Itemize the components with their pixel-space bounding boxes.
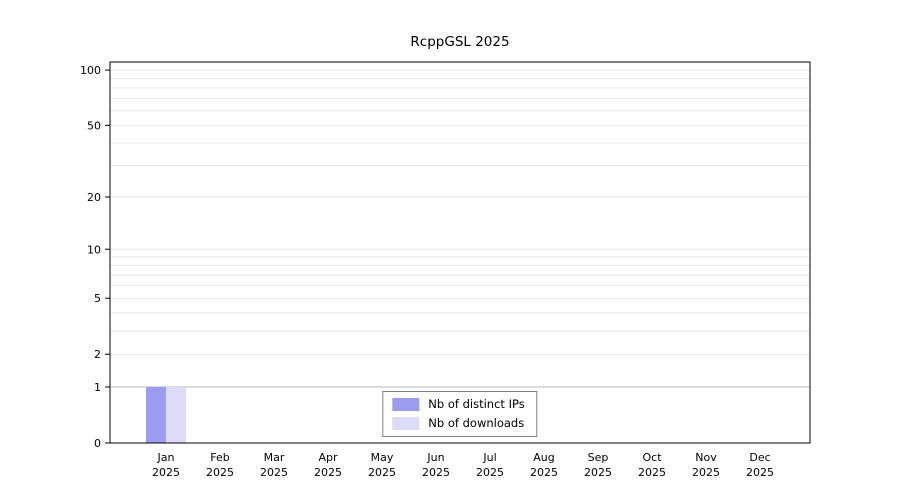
plot-frame [109,61,811,444]
x-tick-label-year: 2025 [314,466,342,479]
legend-label-distinct-ips: Nb of distinct IPs [428,397,525,411]
x-tick-label-month: Jan [157,451,175,464]
x-tick-label-year: 2025 [206,466,234,479]
x-tick-label-year: 2025 [260,466,288,479]
x-tick-label-month: Oct [642,451,662,464]
x-tick-label-year: 2025 [476,466,504,479]
x-tick-label-year: 2025 [584,466,612,479]
x-tick-label-month: Apr [318,451,338,464]
bar-distinct-ips [146,387,166,443]
x-tick-label-year: 2025 [530,466,558,479]
x-tick-label-month: Sep [588,451,609,464]
legend-swatch-downloads [392,416,420,430]
chart-title: RcppGSL 2025 [410,34,510,50]
legend-item-distinct-ips: Nb of distinct IPs [392,397,525,411]
y-tick-label: 2 [94,348,101,361]
y-tick-label: 10 [87,243,101,256]
chart-legend: Nb of distinct IPs Nb of downloads [382,391,538,437]
legend-label-downloads: Nb of downloads [428,416,525,430]
x-tick-label-month: Dec [749,451,770,464]
x-tick-label-month: Nov [695,451,717,464]
legend-swatch-distinct-ips [392,397,420,411]
x-tick-label-year: 2025 [692,466,720,479]
x-tick-label-month: Feb [210,451,229,464]
x-tick-label-year: 2025 [368,466,396,479]
x-tick-label-year: 2025 [638,466,666,479]
x-tick-label-month: May [371,451,394,464]
x-tick-label-month: Jul [482,451,496,464]
bar-downloads [166,387,186,443]
x-tick-label-year: 2025 [746,466,774,479]
x-tick-label-month: Jun [426,451,444,464]
x-tick-label-month: Aug [533,451,554,464]
y-tick-label: 5 [94,292,101,305]
y-tick-label: 0 [94,437,101,450]
x-tick-label-year: 2025 [422,466,450,479]
x-tick-label-month: Mar [264,451,285,464]
y-tick-label: 50 [87,119,101,132]
x-tick-label-year: 2025 [152,466,180,479]
legend-item-downloads: Nb of downloads [392,416,524,430]
y-tick-label: 1 [94,381,101,394]
y-tick-label: 20 [87,191,101,204]
y-tick-label: 100 [80,64,101,77]
